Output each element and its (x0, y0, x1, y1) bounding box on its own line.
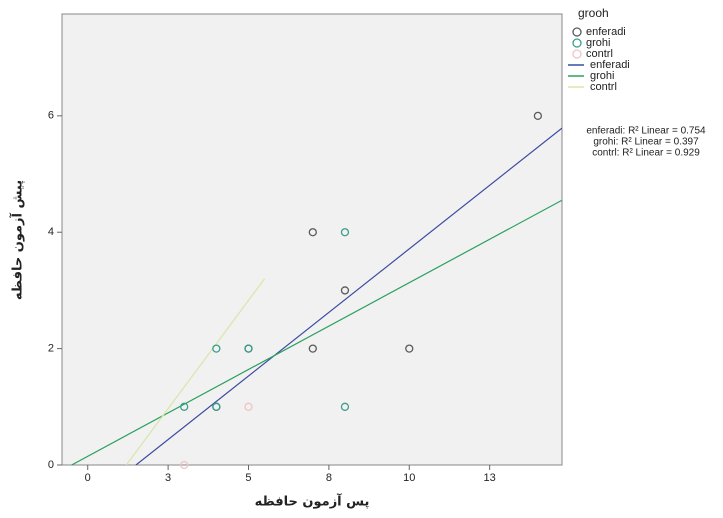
legend-title: grooh (578, 6, 609, 20)
x-tick-label: 3 (165, 472, 171, 484)
x-axis-label: پس آزمون حافظه (255, 493, 370, 510)
y-tick-label: 0 (48, 459, 54, 471)
page: {"chart_data": {"type": "scatter", "x_la… (0, 0, 723, 513)
x-tick-label: 8 (326, 472, 332, 484)
r2-annotation: contrl: R² Linear = 0.929 (592, 148, 700, 159)
plot-area (62, 14, 562, 465)
y-tick-label: 2 (48, 343, 54, 355)
x-tick-label: 10 (403, 472, 415, 484)
legend-label: contrl (590, 81, 617, 93)
chart: پس آزمون حافظه پیش آزمون حافظه grooh 0 3 5… (0, 0, 723, 513)
x-tick-label: 0 (85, 472, 91, 484)
legend-marker (573, 28, 581, 36)
y-tick-label: 6 (48, 110, 54, 122)
x-tick-label: 5 (245, 472, 251, 484)
r2-annotation: enferadi: R² Linear = 0.754 (586, 126, 706, 137)
y-tick-label: 4 (48, 226, 54, 238)
legend-marker (573, 50, 581, 58)
y-axis-label: پیش آزمون حافظه (9, 180, 26, 300)
x-tick-label: 13 (484, 472, 496, 484)
legend-marker (573, 39, 581, 47)
r2-annotation: grohi: R² Linear = 0.397 (593, 137, 699, 148)
